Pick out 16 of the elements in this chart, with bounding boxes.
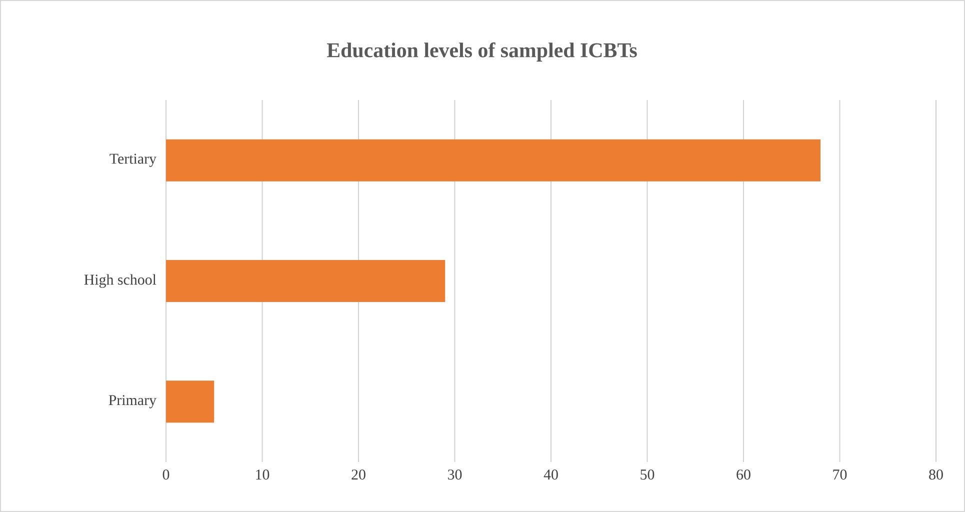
x-tick-label: 70	[833, 470, 847, 480]
x-tick-label: 10	[256, 470, 270, 480]
x-tick-label: 30	[448, 470, 462, 480]
bar	[166, 380, 214, 423]
y-tick-label: Tertiary	[110, 154, 156, 167]
x-tick-label: 50	[640, 470, 654, 480]
y-tick-label: Primary	[108, 395, 156, 408]
x-tick-label: 0	[162, 470, 170, 480]
x-tick-label: 20	[352, 470, 366, 480]
x-tick-label: 60	[736, 470, 750, 480]
x-tick-label: 80	[929, 470, 943, 480]
y-tick-label: High school	[84, 274, 156, 288]
x-tick-label: 40	[544, 470, 558, 480]
bar	[166, 139, 820, 182]
bar	[166, 260, 446, 302]
chart-title: Education levels of sampled ICBTs	[326, 42, 637, 62]
